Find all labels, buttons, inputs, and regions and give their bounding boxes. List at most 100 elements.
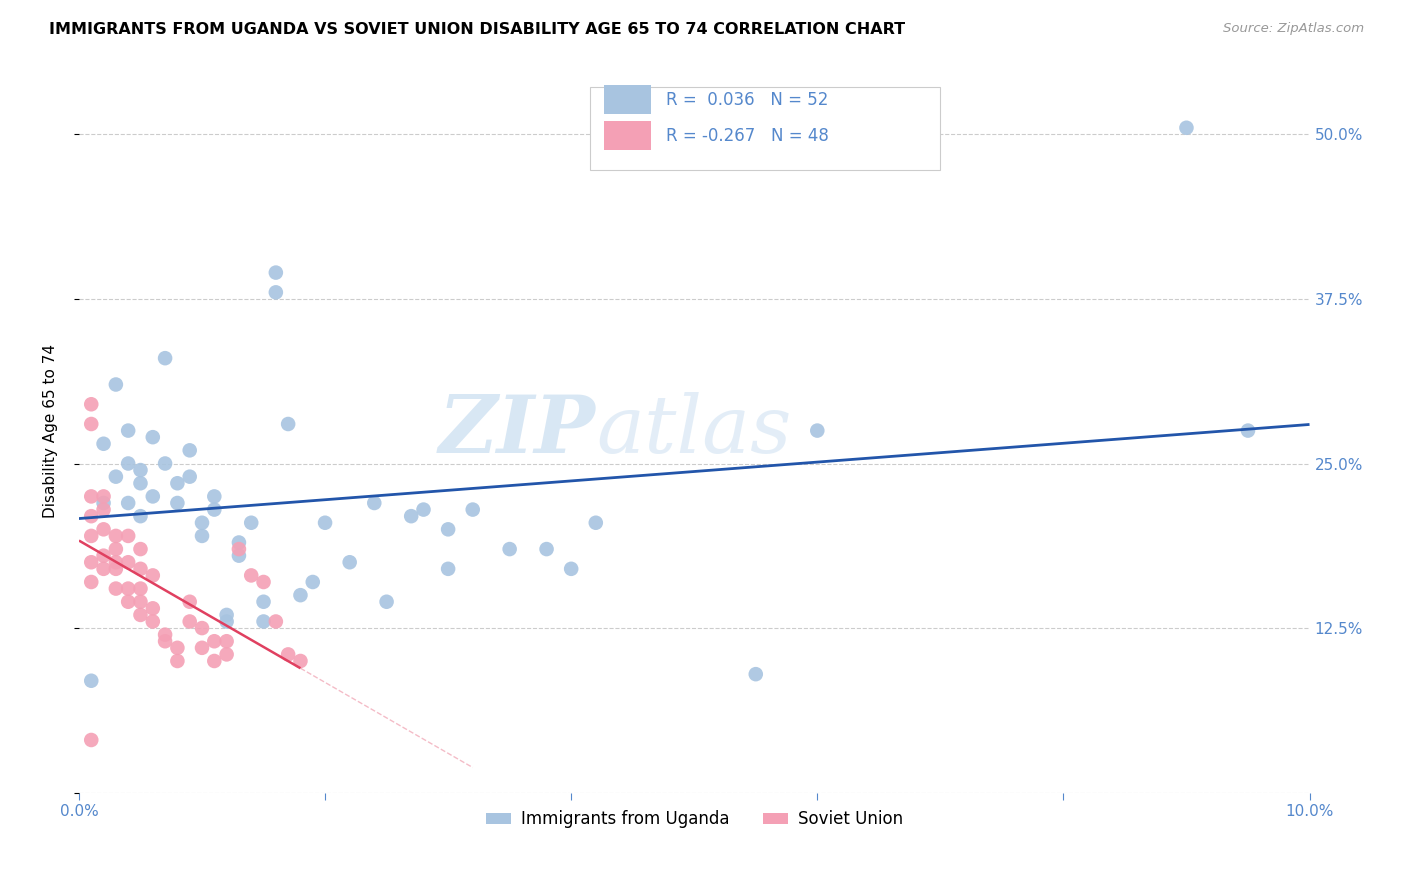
Point [104, 377, 127, 392]
Point [104, 542, 127, 557]
Point [142, 430, 165, 444]
Point [129, 582, 152, 596]
Point [498, 542, 520, 557]
Point [1175, 120, 1198, 135]
Point [104, 469, 127, 483]
Point [191, 516, 214, 530]
Point [202, 502, 225, 516]
Point [179, 469, 201, 483]
Point [240, 568, 263, 582]
Point [93, 562, 115, 576]
Point [117, 582, 139, 596]
Point [202, 654, 225, 668]
Point [142, 601, 165, 615]
Point [437, 562, 460, 576]
Point [142, 490, 165, 504]
Point [80, 555, 103, 569]
Point [93, 502, 115, 516]
Point [166, 640, 188, 655]
Point [179, 615, 201, 629]
Point [117, 555, 139, 569]
Point [179, 443, 201, 458]
Point [93, 549, 115, 563]
Point [80, 733, 103, 747]
Point [104, 529, 127, 543]
Point [142, 615, 165, 629]
Point [117, 595, 139, 609]
Point [191, 621, 214, 635]
Point [412, 502, 434, 516]
Point [93, 522, 115, 536]
Point [202, 490, 225, 504]
FancyBboxPatch shape [605, 85, 651, 114]
Point [314, 516, 336, 530]
Point [202, 634, 225, 648]
Point [264, 266, 287, 280]
Point [80, 509, 103, 524]
Point [277, 648, 299, 662]
Text: ZIP: ZIP [439, 392, 596, 469]
Point [215, 607, 238, 622]
Point [277, 417, 299, 431]
Point [179, 595, 201, 609]
Point [745, 667, 768, 681]
Point [153, 351, 176, 366]
Point [129, 542, 152, 557]
Point [437, 522, 460, 536]
Point [93, 490, 115, 504]
Point [129, 509, 152, 524]
Point [560, 562, 582, 576]
Point [363, 496, 385, 510]
Point [80, 397, 103, 411]
Point [80, 673, 103, 688]
Text: R = -0.267   N = 48: R = -0.267 N = 48 [666, 127, 828, 145]
Text: IMMIGRANTS FROM UGANDA VS SOVIET UNION DISABILITY AGE 65 TO 74 CORRELATION CHART: IMMIGRANTS FROM UGANDA VS SOVIET UNION D… [49, 22, 905, 37]
Point [153, 457, 176, 471]
Point [93, 496, 115, 510]
Point [290, 588, 312, 602]
Point [129, 607, 152, 622]
Point [215, 634, 238, 648]
Text: atlas: atlas [596, 392, 792, 469]
Point [375, 595, 398, 609]
Text: R =  0.036   N = 52: R = 0.036 N = 52 [666, 91, 828, 109]
Text: Source: ZipAtlas.com: Source: ZipAtlas.com [1223, 22, 1364, 36]
Point [80, 574, 103, 589]
Y-axis label: Disability Age 65 to 74: Disability Age 65 to 74 [44, 343, 58, 517]
Point [129, 476, 152, 491]
Point [93, 436, 115, 450]
Point [104, 555, 127, 569]
FancyBboxPatch shape [605, 121, 651, 151]
Point [191, 640, 214, 655]
Point [153, 628, 176, 642]
Point [228, 542, 250, 557]
Legend: Immigrants from Uganda, Soviet Union: Immigrants from Uganda, Soviet Union [479, 804, 910, 835]
Point [80, 529, 103, 543]
Point [339, 555, 361, 569]
Point [142, 568, 165, 582]
Point [461, 502, 484, 516]
Point [166, 496, 188, 510]
Point [301, 574, 323, 589]
Point [240, 516, 263, 530]
Point [129, 595, 152, 609]
Point [215, 615, 238, 629]
Point [252, 574, 274, 589]
Point [104, 582, 127, 596]
Point [264, 615, 287, 629]
Point [80, 417, 103, 431]
Point [252, 615, 274, 629]
Point [399, 509, 422, 524]
Point [129, 562, 152, 576]
Point [153, 634, 176, 648]
Point [1237, 424, 1260, 438]
Point [166, 654, 188, 668]
Point [228, 535, 250, 549]
FancyBboxPatch shape [589, 87, 941, 169]
Point [536, 542, 558, 557]
Point [117, 529, 139, 543]
Point [191, 529, 214, 543]
Point [252, 595, 274, 609]
Point [290, 654, 312, 668]
Point [80, 490, 103, 504]
